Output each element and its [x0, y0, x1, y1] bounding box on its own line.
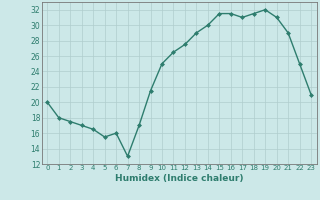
X-axis label: Humidex (Indice chaleur): Humidex (Indice chaleur)	[115, 174, 244, 183]
